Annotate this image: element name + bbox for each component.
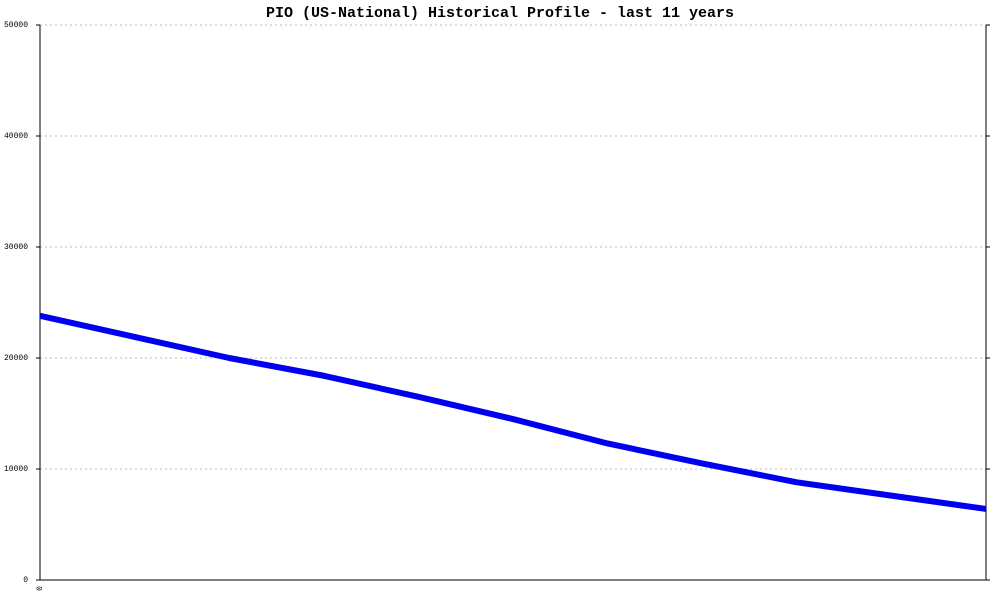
y-tick-label: 40000 [4, 132, 28, 141]
y-tick-label: 0 [23, 576, 28, 585]
chart-title: PIO (US-National) Historical Profile - l… [266, 5, 734, 22]
y-tick-label: 50000 [4, 21, 28, 30]
x-tick-label: 0 [36, 586, 45, 591]
y-tick-label: 30000 [4, 243, 28, 252]
y-tick-label: 20000 [4, 354, 28, 363]
y-tick-label: 10000 [4, 465, 28, 474]
line-series [39, 312, 987, 512]
